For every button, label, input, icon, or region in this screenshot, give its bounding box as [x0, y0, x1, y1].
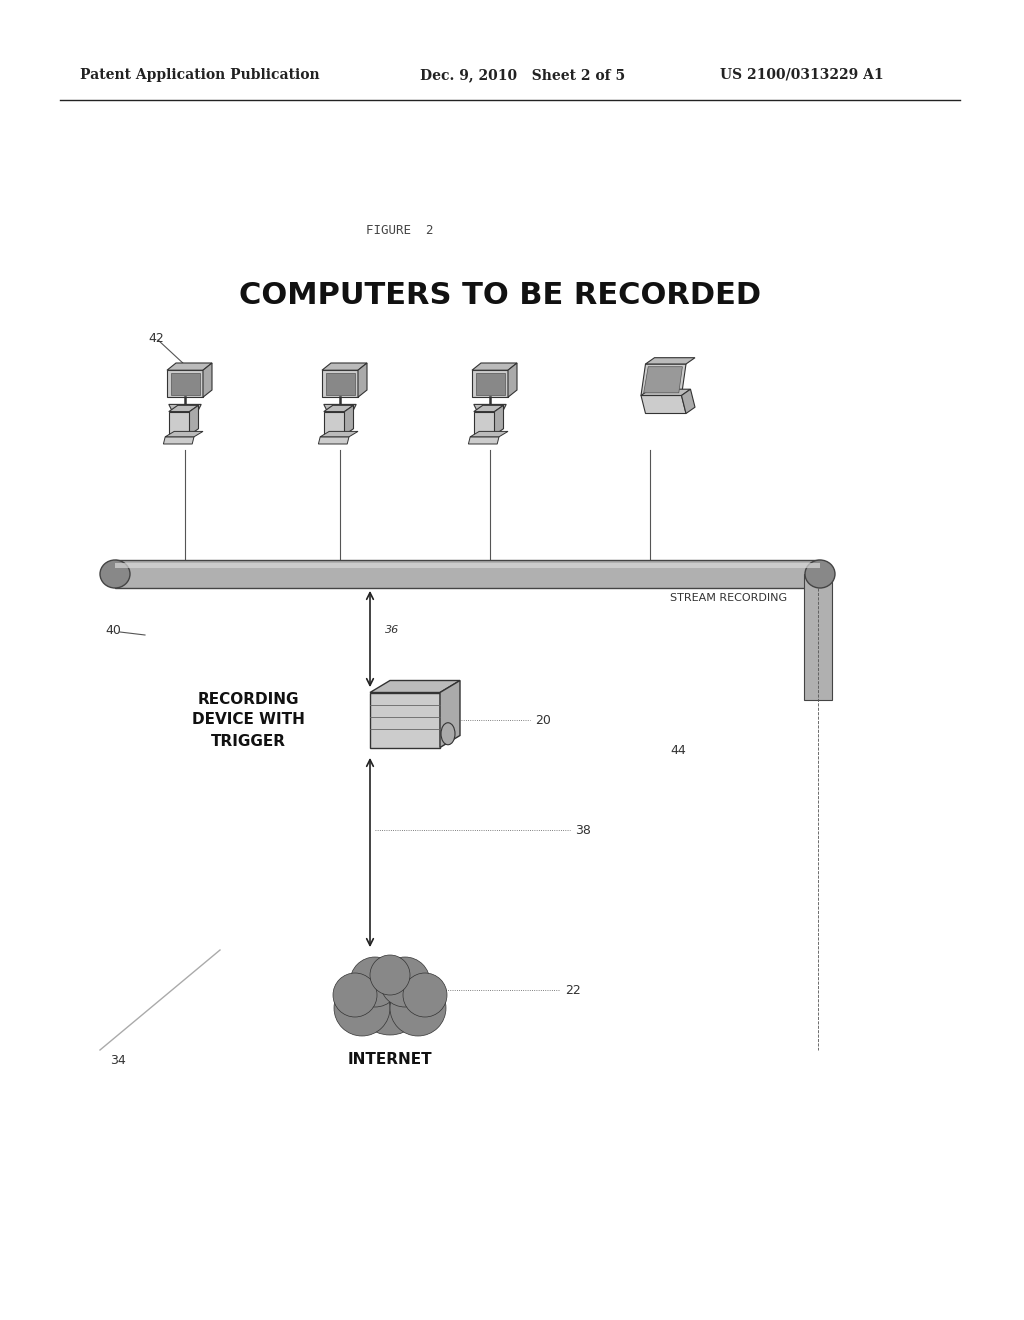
Text: FIGURE  2: FIGURE 2 [367, 223, 434, 236]
Ellipse shape [100, 560, 130, 587]
Polygon shape [468, 437, 499, 444]
Circle shape [355, 965, 425, 1035]
Text: 42: 42 [148, 331, 164, 345]
Text: Dec. 9, 2010   Sheet 2 of 5: Dec. 9, 2010 Sheet 2 of 5 [420, 69, 625, 82]
Polygon shape [171, 372, 201, 395]
Polygon shape [115, 560, 820, 587]
Polygon shape [169, 405, 199, 412]
Polygon shape [508, 363, 517, 397]
Polygon shape [169, 404, 201, 409]
Polygon shape [645, 358, 695, 364]
Polygon shape [203, 363, 212, 397]
Circle shape [380, 957, 430, 1007]
Polygon shape [167, 370, 203, 397]
Polygon shape [115, 564, 820, 568]
Text: 44: 44 [670, 743, 686, 756]
Polygon shape [165, 432, 203, 437]
Text: 20: 20 [535, 714, 551, 726]
Circle shape [334, 979, 390, 1036]
Polygon shape [370, 681, 460, 693]
Text: 38: 38 [575, 824, 591, 837]
Text: US 2100/0313229 A1: US 2100/0313229 A1 [720, 69, 884, 82]
Text: INTERNET: INTERNET [348, 1052, 432, 1068]
Text: 22: 22 [565, 983, 581, 997]
Polygon shape [470, 432, 508, 437]
Polygon shape [472, 370, 508, 397]
Circle shape [403, 973, 447, 1016]
Polygon shape [326, 372, 355, 395]
Circle shape [370, 954, 410, 995]
Text: 34: 34 [110, 1053, 126, 1067]
Polygon shape [641, 389, 690, 396]
Polygon shape [644, 367, 682, 393]
Circle shape [390, 979, 446, 1036]
Polygon shape [167, 363, 212, 370]
Ellipse shape [805, 560, 835, 587]
Polygon shape [370, 693, 440, 747]
Polygon shape [804, 574, 831, 700]
Polygon shape [322, 370, 358, 397]
Polygon shape [324, 412, 344, 436]
Text: RECORDING
DEVICE WITH
TRIGGER: RECORDING DEVICE WITH TRIGGER [191, 692, 304, 748]
Polygon shape [474, 404, 506, 409]
Polygon shape [474, 405, 504, 412]
Polygon shape [169, 412, 189, 436]
Polygon shape [682, 389, 695, 413]
Text: COMPUTERS TO BE RECORDED: COMPUTERS TO BE RECORDED [239, 281, 761, 309]
Polygon shape [641, 396, 686, 413]
Text: Patent Application Publication: Patent Application Publication [80, 69, 319, 82]
Polygon shape [358, 363, 367, 397]
Polygon shape [475, 372, 505, 395]
Polygon shape [324, 404, 356, 409]
Polygon shape [324, 405, 353, 412]
Polygon shape [344, 405, 353, 436]
Text: 36: 36 [385, 624, 399, 635]
Polygon shape [164, 437, 194, 444]
Text: 40: 40 [105, 623, 121, 636]
Circle shape [350, 957, 400, 1007]
Polygon shape [472, 363, 517, 370]
Text: STREAM RECORDING: STREAM RECORDING [670, 593, 787, 603]
Polygon shape [440, 681, 460, 747]
Ellipse shape [441, 723, 455, 744]
Polygon shape [189, 405, 199, 436]
Polygon shape [322, 363, 367, 370]
Polygon shape [474, 412, 495, 436]
Polygon shape [641, 364, 686, 396]
Polygon shape [495, 405, 504, 436]
Polygon shape [318, 437, 349, 444]
Polygon shape [321, 432, 358, 437]
Circle shape [333, 973, 377, 1016]
